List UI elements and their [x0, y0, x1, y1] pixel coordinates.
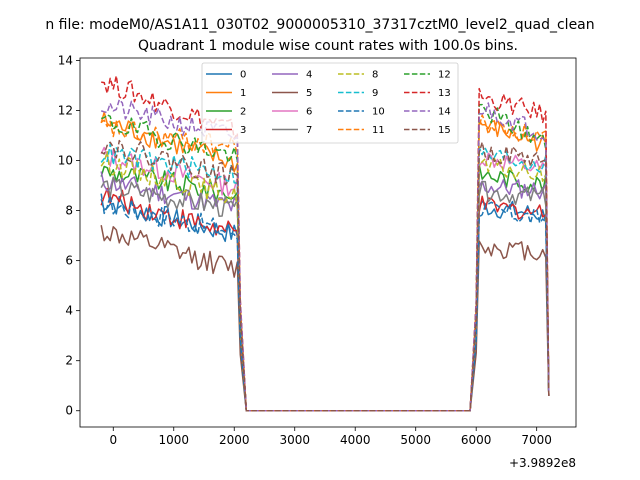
- legend-label-0: 0: [240, 70, 246, 81]
- legend-label-6: 6: [306, 107, 312, 118]
- y-tick-label: 6: [65, 254, 73, 268]
- chart-title: Quadrant 1 module wise count rates with …: [138, 38, 518, 54]
- plot-lines: [100, 75, 550, 412]
- series-line-10: [100, 193, 550, 412]
- y-tick-label: 12: [58, 104, 73, 118]
- y-tick-label: 2: [65, 354, 73, 368]
- legend-label-11: 11: [372, 125, 385, 136]
- legend-label-7: 7: [306, 125, 312, 136]
- legend-box: [201, 62, 459, 144]
- series-line-0: [100, 195, 550, 412]
- legend-label-13: 13: [438, 88, 451, 99]
- x-offset-label: +3.9892e8: [509, 456, 576, 470]
- y-tick-label: 0: [65, 404, 73, 418]
- y-tick-label: 4: [65, 304, 73, 318]
- legend-label-8: 8: [372, 70, 378, 81]
- series-line-12: [101, 103, 550, 412]
- legend-label-4: 4: [306, 70, 312, 81]
- x-tick-label: 5000: [400, 433, 431, 447]
- series-line-13: [101, 75, 550, 412]
- figure-suptitle: n file: modeM0/AS1A11_030T02_9000005310_…: [45, 17, 594, 33]
- series-line-11: [100, 114, 550, 412]
- legend-label-10: 10: [372, 107, 385, 118]
- x-tick-label: 6000: [461, 433, 492, 447]
- legend-label-5: 5: [306, 88, 312, 99]
- legend-label-2: 2: [240, 107, 246, 118]
- legend-label-1: 1: [240, 88, 246, 99]
- x-tick-label: 0: [109, 433, 117, 447]
- legend-label-14: 14: [438, 107, 451, 118]
- legend-label-9: 9: [372, 88, 378, 99]
- legend-label-12: 12: [438, 70, 451, 81]
- series-line-5: [100, 225, 550, 412]
- y-tick-label: 14: [58, 54, 73, 68]
- y-tick-label: 10: [58, 154, 73, 168]
- legend-label-15: 15: [438, 125, 451, 136]
- series-line-15: [100, 139, 550, 412]
- x-tick-label: 4000: [340, 433, 371, 447]
- x-tick-label: 2000: [219, 433, 250, 447]
- y-tick-label: 8: [65, 204, 73, 218]
- x-tick-label: 3000: [279, 433, 310, 447]
- x-tick-label: 7000: [521, 433, 552, 447]
- legend-label-3: 3: [240, 125, 246, 136]
- x-tick-label: 1000: [158, 433, 189, 447]
- series-line-3: [100, 187, 550, 412]
- plot-frame: [79, 57, 577, 428]
